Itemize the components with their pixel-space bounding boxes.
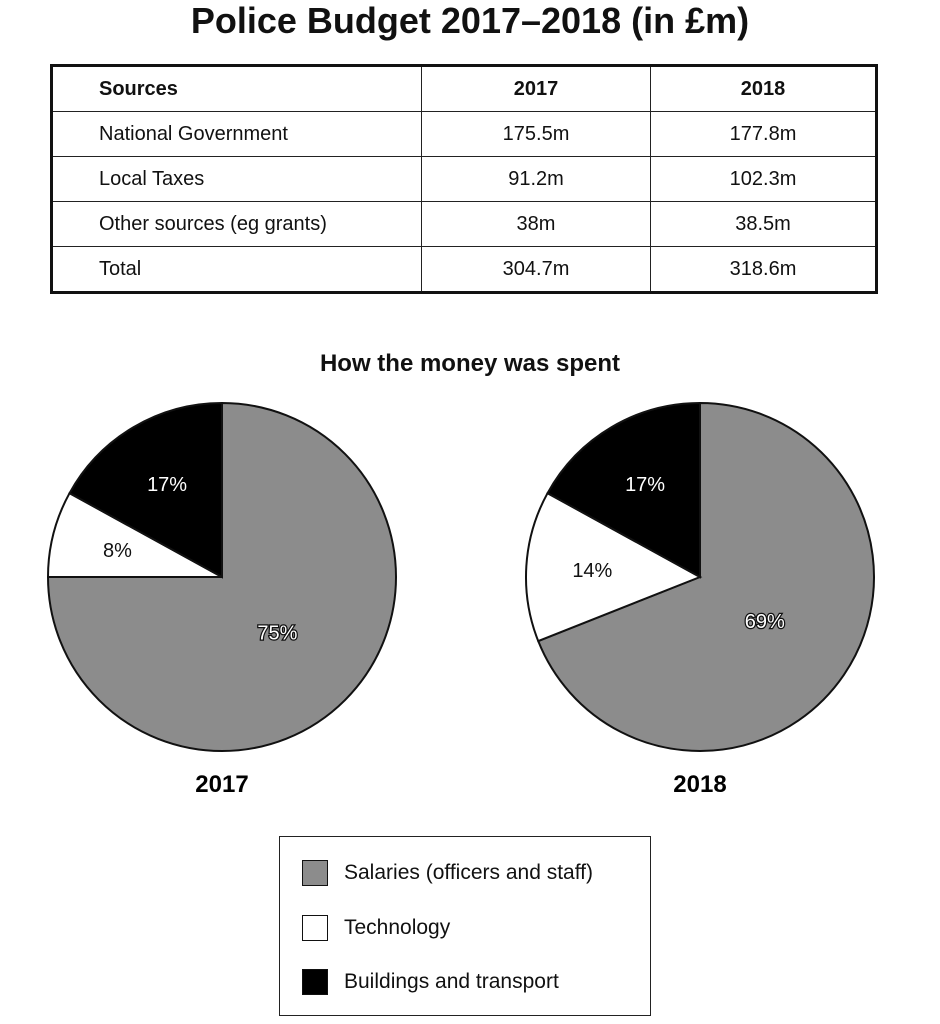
- pie-slice-salaries: [536, 401, 875, 752]
- pie-slice-technology: [525, 491, 703, 643]
- row-source: Local Taxes: [51, 156, 422, 202]
- header-2018: 2018: [650, 65, 877, 112]
- row-source: Total: [51, 246, 422, 293]
- table-row: Local Taxes 91.2m 102.3m: [51, 156, 877, 202]
- chart-title: How the money was spent: [319, 350, 621, 377]
- pie-slice-label-technology: 8%: [103, 540, 132, 562]
- table-header-row: Sources 2017 2018: [51, 65, 877, 112]
- row-value-2017: 38m: [421, 201, 651, 247]
- legend: Salaries (officers and staff) Technology…: [279, 836, 651, 1016]
- row-value-2018: 318.6m: [650, 246, 877, 293]
- legend-item-salaries: Salaries (officers and staff): [302, 858, 593, 888]
- budget-table: Sources 2017 2018 National Government 17…: [50, 64, 878, 294]
- legend-item-technology: Technology: [302, 913, 450, 943]
- row-value-2018: 102.3m: [650, 156, 877, 202]
- legend-label: Technology: [344, 916, 451, 939]
- legend-label: Buildings and transport: [344, 970, 559, 993]
- legend-label: Salaries (officers and staff): [344, 861, 594, 884]
- pie-year-label-2017: 2017: [195, 771, 248, 798]
- row-source: Other sources (eg grants): [51, 201, 422, 247]
- row-source: National Government: [51, 111, 422, 157]
- pie-slice-buildings: [68, 401, 223, 579]
- page-title: Police Budget 2017–2018 (in £m): [190, 0, 750, 41]
- pie-slice-label-salaries: 69%: [745, 611, 785, 633]
- header-2017: 2017: [421, 65, 651, 112]
- legend-swatch-technology: [302, 915, 328, 941]
- row-value-2017: 304.7m: [421, 246, 651, 293]
- pie-charts: 75% 8% 17% 69% 14% 17% 2017 2018: [46, 401, 875, 798]
- pie-slice-label-buildings: 17%: [625, 474, 665, 496]
- row-value-2018: 38.5m: [650, 201, 877, 247]
- legend-item-buildings: Buildings and transport: [302, 967, 559, 997]
- row-value-2018: 177.8m: [650, 111, 877, 157]
- legend-swatch-buildings: [302, 969, 328, 995]
- row-value-2017: 91.2m: [421, 156, 651, 202]
- legend-swatch-salaries: [302, 860, 328, 886]
- table-row: National Government 175.5m 177.8m: [51, 111, 877, 157]
- table-row: Other sources (eg grants) 38m 38.5m: [51, 201, 877, 247]
- pie-slice-label-salaries: 75%: [257, 622, 297, 644]
- table-row: Total 304.7m 318.6m: [51, 246, 877, 293]
- header-sources: Sources: [51, 65, 422, 112]
- pie-year-label-2018: 2018: [673, 771, 726, 798]
- pie-chart-2018: 69% 14% 17%: [525, 401, 875, 752]
- pie-chart-2017: 75% 8% 17%: [46, 401, 397, 752]
- pie-slice-label-buildings: 17%: [147, 474, 187, 496]
- row-value-2017: 175.5m: [421, 111, 651, 157]
- pie-slice-label-technology: 14%: [572, 560, 612, 582]
- pie-slice-buildings: [546, 401, 701, 579]
